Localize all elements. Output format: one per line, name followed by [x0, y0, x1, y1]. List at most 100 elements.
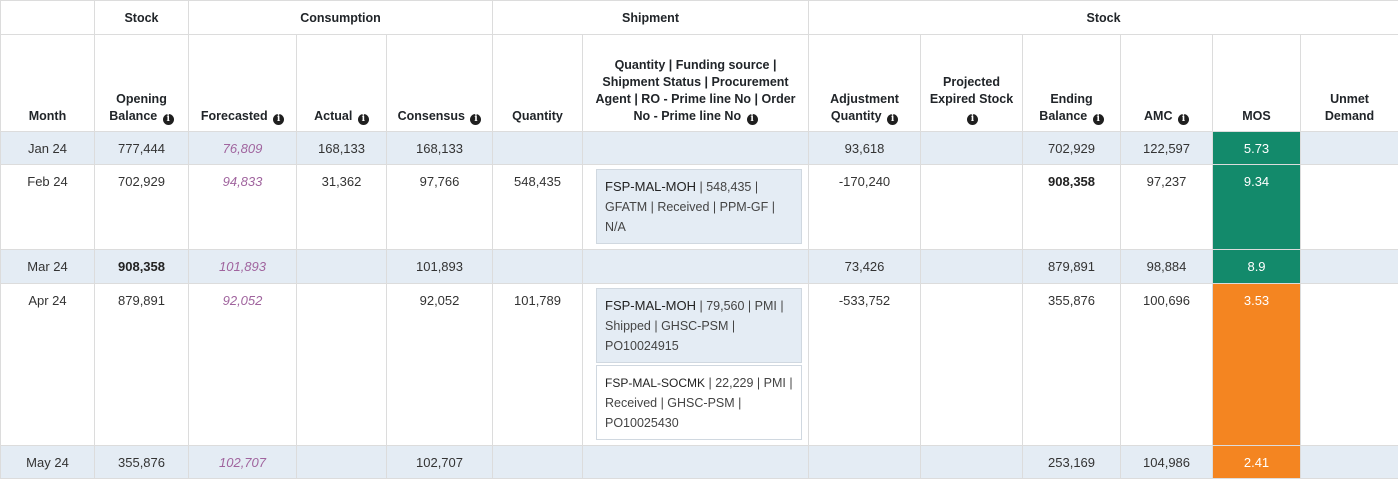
amc-cell: 100,696	[1121, 284, 1213, 446]
group-consumption-header: Consumption	[189, 1, 493, 35]
quantity-cell	[493, 132, 583, 165]
table-row: Jan 24 777,444 76,809 168,133 168,133 93…	[1, 132, 1398, 165]
info-icon[interactable]: i	[273, 114, 284, 125]
mos-cell: 8.9	[1213, 250, 1301, 284]
table-row: May 24 355,876 102,707 102,707 253,169 1…	[1, 446, 1398, 479]
quantity-header: Quantity	[493, 35, 583, 132]
quantity-cell: 548,435	[493, 165, 583, 250]
opening-balance-cell: 702,929	[95, 165, 189, 250]
expired-cell	[921, 165, 1023, 250]
shipment-cell[interactable]	[583, 132, 809, 165]
amc-cell: 122,597	[1121, 132, 1213, 165]
amc-cell: 104,986	[1121, 446, 1213, 479]
group-header-row: Stock Consumption Shipment Stock	[1, 1, 1398, 35]
shipment-cell[interactable]	[583, 250, 809, 284]
shipment-cell: FSP-MAL-MOH | 79,560 | PMI | Shipped | G…	[583, 284, 809, 446]
unmet-demand-cell	[1301, 250, 1398, 284]
consensus-header: Consensus i	[387, 35, 493, 132]
table-row: Mar 24 908,358 101,893 101,893 73,426 87…	[1, 250, 1398, 284]
month-cell: Feb 24	[1, 165, 95, 250]
shipment-cell[interactable]	[583, 446, 809, 479]
consensus-cell: 101,893	[387, 250, 493, 284]
month-cell: May 24	[1, 446, 95, 479]
adjustment-cell[interactable]: 93,618	[809, 132, 921, 165]
opening-balance-cell: 355,876	[95, 446, 189, 479]
group-shipment-header: Shipment	[493, 1, 809, 35]
adjustment-quantity-header: Adjustment Quantity i	[809, 35, 921, 132]
expired-cell	[921, 446, 1023, 479]
ending-balance-cell: 908,358	[1023, 165, 1121, 250]
group-stock-end-header: Stock	[809, 1, 1398, 35]
adjustment-cell[interactable]: -170,240	[809, 165, 921, 250]
consensus-cell: 168,133	[387, 132, 493, 165]
forecasted-cell[interactable]: 94,833	[189, 165, 297, 250]
amc-cell: 98,884	[1121, 250, 1213, 284]
unmet-demand-cell	[1301, 165, 1398, 250]
month-header: Month	[1, 35, 95, 132]
unmet-demand-cell	[1301, 132, 1398, 165]
shipment-cell: FSP-MAL-MOH | 548,435 | GFATM | Received…	[583, 165, 809, 250]
quantity-cell: 101,789	[493, 284, 583, 446]
forecasted-cell[interactable]: 92,052	[189, 284, 297, 446]
adjustment-cell[interactable]: 73,426	[809, 250, 921, 284]
table-row: Feb 24 702,929 94,833 31,362 97,766 548,…	[1, 165, 1398, 250]
table-row: Apr 24 879,891 92,052 92,052 101,789 FSP…	[1, 284, 1398, 446]
actual-cell[interactable]	[297, 250, 387, 284]
opening-balance-header: Opening Balance i	[95, 35, 189, 132]
shipment-entry[interactable]: FSP-MAL-MOH | 79,560 | PMI | Shipped | G…	[596, 288, 802, 363]
shipment-code: FSP-MAL-SOCMK	[605, 376, 705, 390]
consensus-cell: 102,707	[387, 446, 493, 479]
actual-cell[interactable]	[297, 446, 387, 479]
unmet-demand-header: Unmet Demand	[1301, 35, 1398, 132]
month-cell: Mar 24	[1, 250, 95, 284]
shipment-code: FSP-MAL-MOH	[605, 179, 696, 194]
amc-cell: 97,237	[1121, 165, 1213, 250]
adjustment-cell[interactable]: -533,752	[809, 284, 921, 446]
forecasted-cell[interactable]: 76,809	[189, 132, 297, 165]
shipment-code: FSP-MAL-MOH	[605, 298, 696, 313]
info-icon[interactable]: i	[887, 114, 898, 125]
shipment-entry[interactable]: FSP-MAL-SOCMK | 22,229 | PMI | Received …	[596, 365, 802, 440]
opening-balance-cell: 908,358	[95, 250, 189, 284]
group-stock-header: Stock	[95, 1, 189, 35]
mos-cell: 2.41	[1213, 446, 1301, 479]
shipment-detail-header: Quantity | Funding source | Shipment Sta…	[583, 35, 809, 132]
info-icon[interactable]: i	[163, 114, 174, 125]
unmet-demand-cell	[1301, 284, 1398, 446]
adjustment-cell[interactable]	[809, 446, 921, 479]
mos-header: MOS	[1213, 35, 1301, 132]
info-icon[interactable]: i	[747, 114, 758, 125]
forecasted-cell[interactable]: 102,707	[189, 446, 297, 479]
info-icon[interactable]: i	[470, 114, 481, 125]
consensus-cell: 97,766	[387, 165, 493, 250]
opening-balance-cell: 777,444	[95, 132, 189, 165]
shipment-entry[interactable]: FSP-MAL-MOH | 548,435 | GFATM | Received…	[596, 169, 802, 244]
mos-cell: 3.53	[1213, 284, 1301, 446]
forecasted-cell[interactable]: 101,893	[189, 250, 297, 284]
ending-balance-header: Ending Balance i	[1023, 35, 1121, 132]
actual-header: Actual i	[297, 35, 387, 132]
opening-balance-cell: 879,891	[95, 284, 189, 446]
actual-cell[interactable]: 168,133	[297, 132, 387, 165]
ending-balance-cell: 879,891	[1023, 250, 1121, 284]
ending-balance-cell: 355,876	[1023, 284, 1121, 446]
actual-cell[interactable]: 31,362	[297, 165, 387, 250]
expired-cell	[921, 250, 1023, 284]
expired-cell	[921, 284, 1023, 446]
month-cell: Jan 24	[1, 132, 95, 165]
info-icon[interactable]: i	[967, 114, 978, 125]
quantity-cell	[493, 250, 583, 284]
consensus-cell: 92,052	[387, 284, 493, 446]
projected-expired-stock-header: Projected Expired Stock i	[921, 35, 1023, 132]
month-group-header	[1, 1, 95, 35]
ending-balance-cell: 253,169	[1023, 446, 1121, 479]
info-icon[interactable]: i	[1178, 114, 1189, 125]
expired-cell	[921, 132, 1023, 165]
mos-cell: 5.73	[1213, 132, 1301, 165]
quantity-cell	[493, 446, 583, 479]
forecasted-header: Forecasted i	[189, 35, 297, 132]
actual-cell[interactable]	[297, 284, 387, 446]
mos-cell: 9.34	[1213, 165, 1301, 250]
info-icon[interactable]: i	[358, 114, 369, 125]
info-icon[interactable]: i	[1093, 114, 1104, 125]
